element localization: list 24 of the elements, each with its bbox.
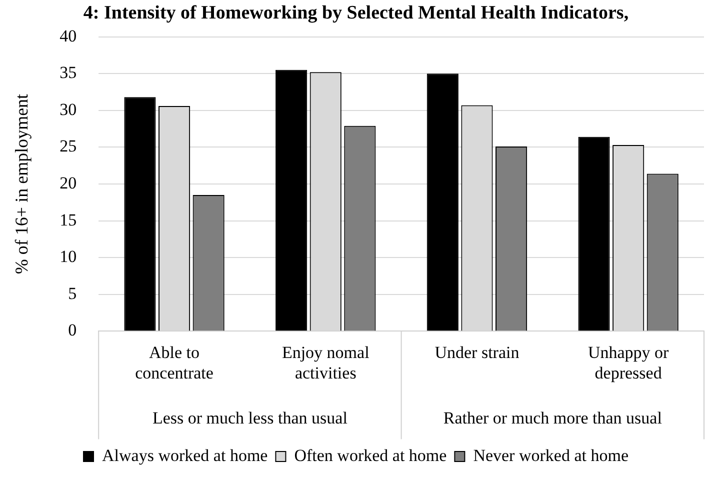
bar xyxy=(426,74,458,331)
y-tick-label: 30 xyxy=(60,100,77,119)
y-tick-label: 5 xyxy=(68,284,77,303)
legend-label: Always worked at home xyxy=(102,446,268,465)
x-tick-label: Under strain xyxy=(434,342,520,362)
y-tick-label: 25 xyxy=(60,136,77,156)
legend-label: Never worked at home xyxy=(473,446,629,465)
y-tick-label: 0 xyxy=(68,320,77,340)
text: Rather or much more than usual xyxy=(443,408,662,428)
y-tick-label: 40 xyxy=(60,26,77,46)
y-tick-label: 35 xyxy=(60,63,77,82)
y-tick-label: 15 xyxy=(60,210,77,230)
bar xyxy=(578,136,610,331)
y-tick-label: 20 xyxy=(60,173,77,192)
x-tick-label: Able to concentrate xyxy=(135,342,214,382)
x-tick-label: Enjoy nomal activities xyxy=(282,342,370,382)
text: Less or much less than usual xyxy=(152,408,348,428)
y-tick-label: 10 xyxy=(60,247,77,266)
bar xyxy=(124,97,156,331)
x-tick-label: Unhappy or depressed xyxy=(588,342,670,382)
y-axis-title: % of 16+ in employment xyxy=(12,94,32,274)
legend-label: Often worked at home xyxy=(294,446,447,465)
bar xyxy=(276,70,308,331)
chart-title: 4: Intensity of Homeworking by Selected Mental Health Indicators, xyxy=(83,2,629,24)
